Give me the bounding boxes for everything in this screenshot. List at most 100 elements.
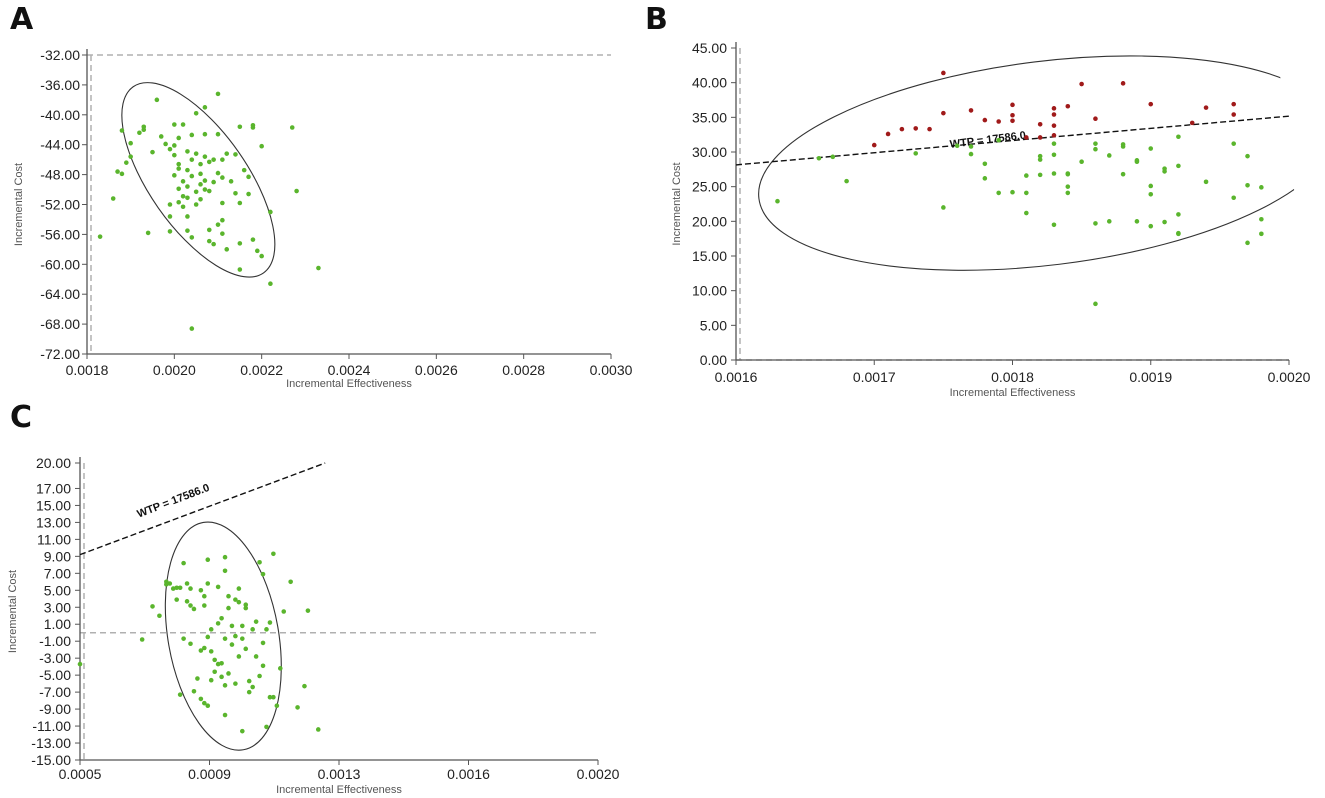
x-tick-label-b: 0.0016 <box>715 369 758 385</box>
y-tick-label-b: 30.00 <box>692 144 727 160</box>
point-green-a <box>176 135 181 141</box>
point-red-b <box>968 108 974 113</box>
point-green-b <box>954 143 960 149</box>
point-green-c <box>202 593 207 599</box>
point-red-b <box>1148 101 1154 107</box>
point-green-c <box>250 684 255 690</box>
point-green-b <box>1037 172 1043 178</box>
point-green-b <box>1065 190 1071 196</box>
point-green-a <box>128 154 133 159</box>
point-green-a <box>250 125 256 130</box>
y-tick-label-c: 5.00 <box>44 582 71 598</box>
point-green-b <box>775 198 780 204</box>
point-green-b <box>996 190 1001 196</box>
point-green-a <box>185 167 190 173</box>
point-green-a <box>220 175 225 180</box>
point-red-b <box>1051 123 1057 128</box>
point-green-c <box>243 646 249 652</box>
point-red-b <box>1065 103 1071 109</box>
point-green-c <box>243 605 249 611</box>
point-green-c <box>240 623 245 629</box>
point-green-c <box>264 724 269 730</box>
point-green-a <box>115 169 120 174</box>
y-tick-label-c: -15.00 <box>31 752 71 768</box>
point-green-c <box>184 599 190 604</box>
point-green-a <box>150 149 155 155</box>
point-red-b <box>1051 133 1057 138</box>
point-green-a <box>237 241 243 246</box>
point-green-a <box>198 182 203 187</box>
point-green-b <box>941 205 946 210</box>
point-green-a <box>233 152 238 157</box>
wtp-line-b <box>735 115 1290 166</box>
point-green-c <box>222 554 228 560</box>
point-green-b <box>1176 134 1181 140</box>
point-green-c <box>253 654 259 659</box>
point-green-c <box>233 681 238 686</box>
point-green-b <box>1245 182 1250 188</box>
y-tick-label-b: 45.00 <box>692 40 727 56</box>
confidence-ellipse-a <box>121 82 276 278</box>
point-green-b <box>1231 141 1236 146</box>
point-green-b <box>1079 159 1084 165</box>
point-green-c <box>198 587 204 593</box>
point-green-a <box>206 188 212 194</box>
point-green-b <box>1051 152 1057 158</box>
point-green-c <box>229 642 235 647</box>
point-green-c <box>202 700 207 706</box>
point-green-b <box>1176 231 1181 237</box>
point-green-a <box>128 140 133 146</box>
point-green-c <box>315 727 321 732</box>
point-green-a <box>167 146 173 152</box>
y-tick-label-a: -72.00 <box>40 346 80 362</box>
point-green-c <box>170 586 176 591</box>
x-tick-label-c: 0.0013 <box>318 766 361 782</box>
point-red-b <box>1093 116 1098 122</box>
point-green-c <box>219 660 224 666</box>
point-green-a <box>206 238 212 244</box>
point-green-a <box>215 91 221 97</box>
y-tick-label-a: -56.00 <box>40 226 80 242</box>
y-axis-label-a: Incremental Cost <box>13 163 25 246</box>
point-green-b <box>982 161 988 167</box>
point-green-c <box>257 673 262 679</box>
point-green-c <box>174 597 179 602</box>
point-green-c <box>177 692 183 697</box>
point-green-a <box>119 171 125 177</box>
point-green-c <box>236 599 242 605</box>
y-tick-label-c: 15.00 <box>36 497 71 513</box>
point-green-c <box>229 623 235 629</box>
y-tick-label-b: 15.00 <box>692 248 727 264</box>
point-green-a <box>206 159 212 165</box>
point-red-b <box>1010 112 1015 118</box>
point-green-a <box>180 179 186 184</box>
point-green-a <box>233 190 238 196</box>
point-green-a <box>110 196 116 201</box>
point-green-a <box>259 253 264 259</box>
point-green-b <box>1259 216 1264 222</box>
x-tick-label-b: 0.0018 <box>991 369 1034 385</box>
point-green-c <box>222 712 228 718</box>
point-green-a <box>289 125 295 130</box>
point-green-b <box>1024 210 1029 216</box>
point-green-a <box>294 188 299 194</box>
point-green-b <box>1106 153 1112 158</box>
point-green-a <box>268 209 273 215</box>
point-green-a <box>176 199 181 205</box>
wtp-label-c: WTP = 17586.0 <box>135 482 211 521</box>
point-green-b <box>1093 146 1098 152</box>
point-green-c <box>271 551 276 557</box>
y-tick-label-b: 40.00 <box>692 75 727 91</box>
y-tick-label-b: 10.00 <box>692 283 727 299</box>
point-green-a <box>246 191 251 197</box>
point-green-b <box>1037 153 1043 159</box>
x-tick-label-a: 0.0026 <box>415 362 458 378</box>
point-green-b <box>1065 171 1071 177</box>
point-green-a <box>185 214 190 219</box>
point-green-c <box>281 609 287 614</box>
point-red-b <box>1037 121 1043 127</box>
point-red-b <box>871 142 877 148</box>
y-tick-label-c: -7.00 <box>39 684 71 700</box>
point-green-a <box>180 122 186 127</box>
point-red-b <box>996 119 1001 124</box>
